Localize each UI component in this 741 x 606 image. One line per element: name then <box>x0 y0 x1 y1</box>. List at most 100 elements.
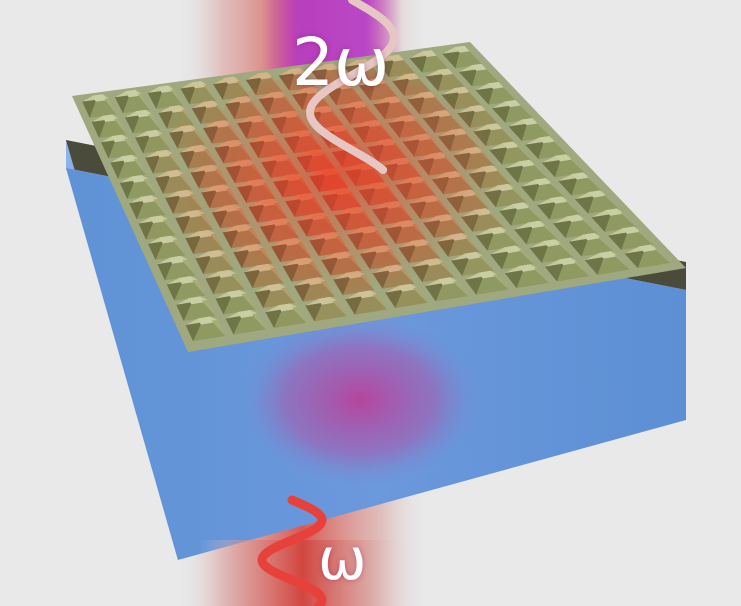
pyramid-face <box>223 295 256 315</box>
pyramid-face <box>102 114 116 122</box>
pyramid-face <box>135 89 150 110</box>
pyramid-face <box>125 89 139 98</box>
pyramid-face <box>453 86 470 94</box>
pyramid-face <box>398 54 416 74</box>
pyramid-face <box>213 275 245 295</box>
pyramid-face <box>501 147 532 165</box>
pyramid-face <box>523 202 542 221</box>
pyramid-face <box>455 51 483 69</box>
pyramid-face <box>549 201 581 220</box>
pyramid-face <box>521 123 551 141</box>
pyramid-face <box>122 134 137 155</box>
pyramid-face <box>135 109 150 118</box>
pyramid-face <box>570 257 590 277</box>
pyramid-face <box>637 250 671 269</box>
pyramid-face <box>633 226 654 245</box>
pyramid-face <box>471 63 487 71</box>
pyramid-face <box>515 100 534 119</box>
pyramid-face <box>490 270 509 290</box>
pyramid-face <box>156 129 171 150</box>
pyramid-face <box>389 60 416 78</box>
pyramid-face <box>227 289 243 298</box>
pyramid-face <box>153 155 182 174</box>
pyramid-face <box>487 232 519 251</box>
pyramid-face <box>495 189 527 208</box>
pyramid-face <box>454 92 482 110</box>
pyramid-face <box>472 69 500 87</box>
pyramid-face <box>598 251 616 259</box>
pyramid-face <box>193 322 226 342</box>
pyramid-face <box>454 45 470 53</box>
pyramid-face <box>150 215 165 224</box>
pyramid-face <box>543 239 560 247</box>
pyramid-face <box>604 213 637 232</box>
laser-beam-lower <box>200 540 405 606</box>
pyramid-face <box>233 315 266 335</box>
pyramid-face <box>561 196 581 215</box>
pyramid-face <box>224 76 238 84</box>
pyramid-face <box>131 154 147 175</box>
pyramid-face <box>169 255 184 264</box>
pyramid-face <box>209 316 226 336</box>
pyramid-face <box>99 120 127 139</box>
pyramid-face <box>155 241 186 261</box>
pyramid-face <box>470 110 499 128</box>
pyramid-face <box>517 165 548 183</box>
pyramid-face <box>521 118 538 126</box>
pyramid-face <box>496 123 515 143</box>
pyramid-face <box>169 105 183 113</box>
pyramid-face <box>529 159 548 179</box>
pyramid-face <box>431 50 449 70</box>
pyramid-face <box>650 244 671 263</box>
input-frequency-label: ω <box>318 525 367 593</box>
pyramid-face <box>239 289 256 310</box>
pyramid-face <box>500 226 519 246</box>
pyramid-face <box>502 141 518 149</box>
pyramid-face <box>189 86 217 105</box>
pyramid-face <box>622 226 639 234</box>
pyramid-face <box>257 72 272 80</box>
pyramid-face <box>496 183 513 192</box>
pyramid-face <box>143 135 171 154</box>
pyramid-face <box>518 159 535 167</box>
pyramid-face <box>488 226 506 235</box>
pyramid-face <box>250 309 266 330</box>
pyramid-face <box>539 220 558 240</box>
pyramid-face <box>557 263 590 282</box>
substrate-glow <box>235 310 485 490</box>
pyramid-face <box>183 302 216 321</box>
pyramid-face <box>582 232 600 241</box>
pyramid-face <box>131 175 145 183</box>
pyramid-face <box>202 100 217 108</box>
pyramid-face <box>127 181 157 200</box>
pyramid-face <box>180 255 196 276</box>
pyramid-face <box>555 154 572 162</box>
pyramid-face <box>638 244 656 252</box>
pyramid-face <box>597 256 630 275</box>
pyramid-face <box>530 264 549 283</box>
pyramid-face <box>273 309 307 329</box>
pyramid-face <box>566 214 584 222</box>
pyramid-face <box>117 160 147 179</box>
pyramid-face <box>533 183 565 202</box>
pyramid-face <box>141 175 157 195</box>
pyramid-face <box>438 73 466 92</box>
pyramid-face <box>180 125 194 133</box>
output-frequency-label: 2ω <box>292 24 390 101</box>
pyramid-face <box>508 183 527 203</box>
pyramid-face <box>122 95 150 114</box>
pyramid-face <box>488 87 517 105</box>
pyramid-face <box>476 276 509 295</box>
pyramid-face <box>234 76 250 97</box>
pyramid-face <box>201 81 217 101</box>
pyramid-face <box>518 264 536 272</box>
illumination-glow <box>180 70 500 310</box>
pyramid-face <box>89 100 117 118</box>
input-wave <box>257 495 327 606</box>
pyramid-face <box>447 68 466 88</box>
pyramid-face <box>480 105 499 124</box>
pyramid-face <box>505 105 534 123</box>
pyramid-face <box>174 282 206 301</box>
pyramid-face <box>534 178 551 186</box>
